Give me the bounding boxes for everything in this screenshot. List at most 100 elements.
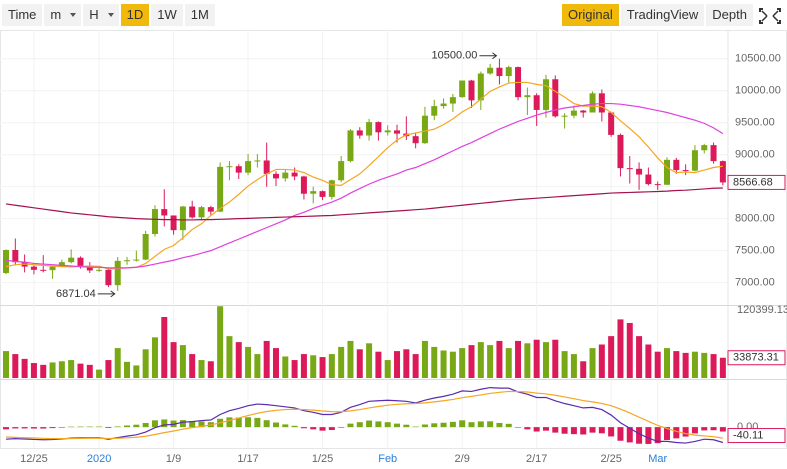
volume-bar	[552, 339, 559, 378]
macd-hist-bar	[403, 424, 410, 428]
volume-bar	[291, 360, 298, 378]
volume-bar	[682, 352, 689, 378]
volume-bar	[412, 354, 419, 378]
toolbar-button[interactable]: TradingView	[620, 4, 705, 26]
volume-bar	[142, 349, 149, 378]
candle-body	[328, 180, 335, 197]
macd-hist-bar	[133, 424, 140, 428]
candle-body	[114, 260, 121, 286]
candle-body	[217, 166, 224, 212]
macd-hist-bar	[505, 423, 512, 428]
macd-hist-bar	[421, 424, 428, 428]
volume-bar	[719, 357, 726, 378]
candle-body	[133, 259, 140, 261]
candle-body	[338, 161, 345, 181]
candle-body	[412, 136, 419, 144]
candle-body	[431, 106, 438, 116]
toolbar-button[interactable]: Depth	[706, 4, 753, 26]
x-tick-label: 1/25	[312, 453, 333, 465]
volume-bar	[3, 351, 9, 378]
macd-hist-bar	[338, 427, 345, 428]
macd-hist-bar	[356, 422, 363, 428]
candle-body	[235, 166, 242, 173]
toolbar-button[interactable]: Original	[561, 4, 619, 26]
volume-bar	[542, 342, 549, 378]
toolbar-button[interactable]: H	[83, 4, 119, 26]
candle-body	[664, 159, 671, 185]
toolbar-button[interactable]: m	[44, 4, 82, 26]
macd-hist-bar	[664, 427, 671, 440]
extreme-arrow	[97, 290, 116, 298]
moving-average	[5, 187, 723, 221]
macd-hist-bar	[449, 421, 456, 428]
macd-hist-bar	[124, 425, 131, 428]
volume-bar	[608, 336, 615, 378]
candle-body	[300, 176, 307, 194]
volume-bar	[617, 319, 624, 378]
candle-body	[701, 145, 708, 151]
macd-hist-bar	[114, 426, 121, 428]
volume-bar	[366, 343, 373, 378]
candle-body	[598, 93, 605, 113]
macd-hist-bar	[142, 422, 149, 428]
fullscreen-icon[interactable]	[753, 0, 787, 30]
x-tick-label: 2/9	[455, 453, 470, 465]
toolbar-button[interactable]: Time	[2, 4, 43, 26]
volume-bar	[580, 361, 587, 378]
volume-bar	[636, 336, 643, 378]
macd-hist-bar	[21, 427, 28, 429]
candle-body	[496, 67, 503, 77]
toolbar-button[interactable]: 1M	[184, 4, 215, 26]
volume-bar	[421, 340, 428, 378]
macd-hist-bar	[691, 427, 698, 434]
candle-body	[533, 95, 540, 110]
macd-hist-bar	[710, 427, 717, 431]
macd-hist-bar	[272, 422, 279, 428]
moving-average	[5, 102, 724, 269]
volume-bar	[198, 360, 205, 378]
macd-hist-bar	[86, 426, 93, 428]
macd-hist-bar	[384, 422, 391, 428]
volume-bar	[245, 346, 252, 378]
candle-body	[505, 67, 512, 77]
caret	[107, 13, 114, 17]
candle-body	[77, 257, 84, 267]
y-tick-label: 9000.00	[735, 149, 775, 161]
volume-bar	[96, 369, 103, 378]
volume-bar	[384, 360, 391, 378]
volume-bar	[254, 354, 261, 378]
volume-bar	[114, 348, 121, 378]
extreme-arrow	[479, 52, 498, 60]
candle-body	[421, 115, 428, 144]
volume-bar	[626, 322, 633, 378]
button-label: TradingView	[626, 7, 699, 22]
candle-body	[179, 206, 186, 231]
volume-bar	[49, 362, 56, 378]
x-tick-label: 2/25	[600, 453, 621, 465]
candle-body	[691, 150, 698, 171]
candle-body	[68, 257, 75, 263]
volume-bar	[179, 345, 186, 378]
macd-hist-bar	[58, 427, 65, 428]
candle-body	[710, 145, 717, 162]
volume-bar	[40, 364, 47, 378]
macd-hist-bar	[477, 421, 484, 428]
toolbar-button[interactable]: 1W	[151, 4, 183, 26]
macd-hist-bar	[77, 426, 84, 428]
candle-body	[207, 207, 214, 212]
candle-body	[394, 130, 401, 134]
volume-bar	[589, 348, 596, 378]
volume-bar	[319, 357, 326, 378]
volume-bar	[561, 351, 568, 378]
macd-hist-bar	[533, 427, 540, 432]
button-label: 1M	[190, 7, 209, 22]
last-macd-hist: -40.11	[733, 429, 763, 441]
macd-hist-bar	[319, 427, 326, 431]
x-tick-label: 12/25	[20, 453, 48, 465]
candle-body	[626, 168, 633, 170]
macd-hist-bar	[542, 427, 549, 431]
volume-bar	[347, 340, 354, 378]
volume-bar	[12, 354, 19, 378]
toolbar-button[interactable]: 1D	[120, 4, 150, 26]
